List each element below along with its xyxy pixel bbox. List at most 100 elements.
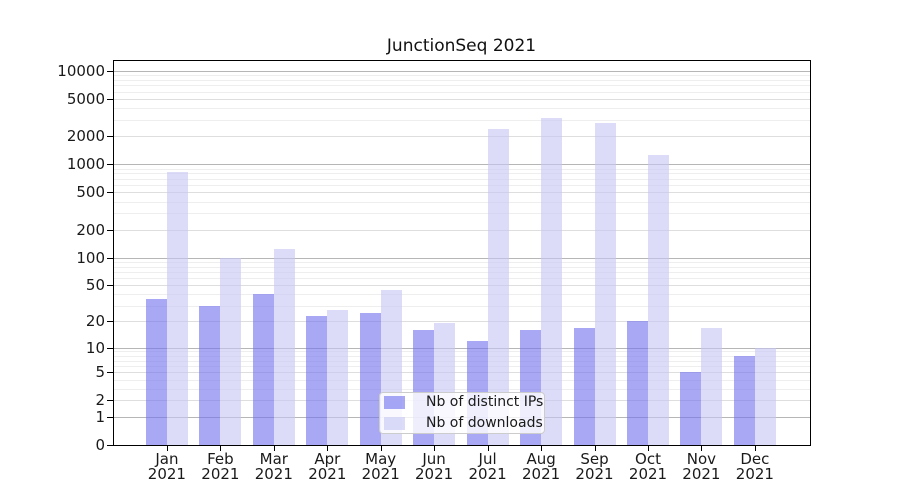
gridline-40 [114, 294, 810, 296]
x-tick-label-mar: Mar [259, 450, 288, 468]
gridline-7000 [114, 85, 810, 87]
bar-nb-of-distinct-ips-dec [733, 355, 755, 445]
y-tick-label-5: 5 [95, 363, 105, 382]
y-tick-5000 [107, 99, 113, 100]
y-tick-5 [107, 372, 113, 374]
bar-nb-of-downloads-dec [754, 347, 776, 445]
gridline-6 [114, 365, 810, 367]
y-tick-50 [107, 285, 113, 287]
x-tick-jul [487, 446, 489, 451]
x-tick-nov [701, 446, 703, 451]
bar-nb-of-downloads-aug [541, 118, 563, 445]
y-tick-label-1000: 1000 [66, 155, 105, 174]
y-tick-100 [107, 257, 113, 259]
bar-nb-of-downloads-sep [594, 122, 616, 445]
x-tick-year-aug: 2021 [522, 465, 561, 483]
bar-nb-of-distinct-ips-may [359, 312, 381, 445]
bar-nb-of-downloads-apr [327, 309, 349, 445]
y-tick-label-10000: 10000 [57, 61, 105, 80]
legend-swatch-downloads [384, 417, 405, 430]
gridline-10000 [114, 70, 810, 72]
gridline-1000 [114, 164, 810, 166]
x-tick-label-nov: Nov [686, 450, 717, 468]
gridline-60 [114, 278, 810, 279]
gridline-90 [114, 261, 810, 263]
y-tick-label-100: 100 [76, 248, 105, 267]
y-tick-500 [107, 192, 113, 194]
bar-nb-of-distinct-ips-sep [573, 327, 595, 445]
y-tick-label-5000: 5000 [66, 90, 105, 108]
x-tick-label-feb: Feb [207, 450, 234, 468]
y-tick-label-2: 2 [95, 391, 105, 410]
x-tick-label-oct: Oct [635, 450, 661, 468]
bar-nb-of-distinct-ips-apr [306, 315, 328, 445]
legend-label-distinct-ips: Nb of distinct IPs [426, 394, 544, 410]
gridline-70 [114, 271, 810, 273]
y-tick-20 [107, 321, 113, 323]
y-tick-1000 [107, 164, 113, 166]
gridline-10 [114, 347, 810, 349]
x-tick-mar [273, 446, 275, 451]
legend-swatch-distinct-ips [384, 396, 405, 409]
gridline-7 [114, 360, 810, 362]
x-tick-sep [594, 446, 596, 451]
legend-label-downloads: Nb of downloads [426, 415, 543, 431]
x-tick-dec [754, 446, 756, 451]
y-tick-label-0: 0 [95, 436, 105, 454]
x-tick-year-apr: 2021 [308, 465, 347, 483]
bar-nb-of-distinct-ips-jan [145, 299, 167, 445]
x-tick-label-may: May [365, 450, 397, 468]
gridline-80 [114, 266, 810, 268]
x-tick-label-jan: Jan [155, 450, 179, 468]
gridline-5 [114, 372, 810, 374]
gridline-20 [114, 321, 810, 323]
x-tick-year-sep: 2021 [575, 465, 614, 483]
x-tick-year-jun: 2021 [415, 465, 454, 483]
legend-row-downloads: Nb of downloads [384, 416, 543, 431]
x-tick-label-aug: Aug [526, 450, 556, 468]
gridline-200 [114, 229, 810, 231]
x-tick-jun [434, 446, 436, 451]
x-tick-year-nov: 2021 [682, 465, 721, 483]
y-tick-label-10: 10 [85, 338, 105, 357]
x-tick-may [380, 446, 382, 451]
gridline-9 [114, 351, 810, 353]
bar-nb-of-downloads-nov [701, 327, 723, 445]
x-tick-label-jun: Jun [422, 450, 446, 468]
x-tick-oct [648, 446, 649, 451]
bar-nb-of-distinct-ips-mar [252, 294, 274, 445]
x-tick-jan [166, 446, 168, 451]
gridline-500 [114, 192, 810, 194]
gridline-3000 [114, 119, 810, 121]
bar-nb-of-distinct-ips-feb [199, 305, 221, 445]
x-tick-aug [541, 446, 543, 451]
gridline-900 [114, 168, 810, 170]
gridline-100 [114, 257, 810, 259]
gridline-4000 [114, 108, 810, 109]
y-tick-label-2000: 2000 [66, 127, 105, 146]
x-tick-apr [327, 446, 329, 451]
x-tick-year-jan: 2021 [147, 465, 186, 483]
chart-title: JunctionSeq 2021 [386, 36, 537, 56]
gridline-800 [114, 173, 810, 175]
y-tick-label-50: 50 [85, 276, 105, 295]
gridline-600 [114, 185, 810, 186]
gridline-3 [114, 388, 810, 390]
bar-nb-of-distinct-ips-nov [680, 372, 702, 445]
y-tick-2000 [107, 136, 113, 138]
x-tick-label-jul: Jul [478, 450, 497, 468]
y-tick-label-500: 500 [76, 183, 105, 202]
gridline-400 [114, 201, 810, 203]
bar-nb-of-downloads-jan [166, 171, 188, 445]
x-tick-year-jul: 2021 [468, 465, 507, 483]
gridline-300 [114, 213, 810, 215]
bar-nb-of-downloads-jul [487, 128, 509, 445]
x-tick-year-dec: 2021 [735, 465, 774, 483]
x-tick-year-may: 2021 [361, 465, 400, 483]
gridline-4 [114, 379, 810, 381]
bar-nb-of-downloads-feb [220, 257, 242, 445]
gridline-700 [114, 178, 810, 180]
gridline-8 [114, 355, 810, 357]
x-tick-label-dec: Dec [740, 450, 770, 468]
x-tick-feb [220, 446, 222, 451]
